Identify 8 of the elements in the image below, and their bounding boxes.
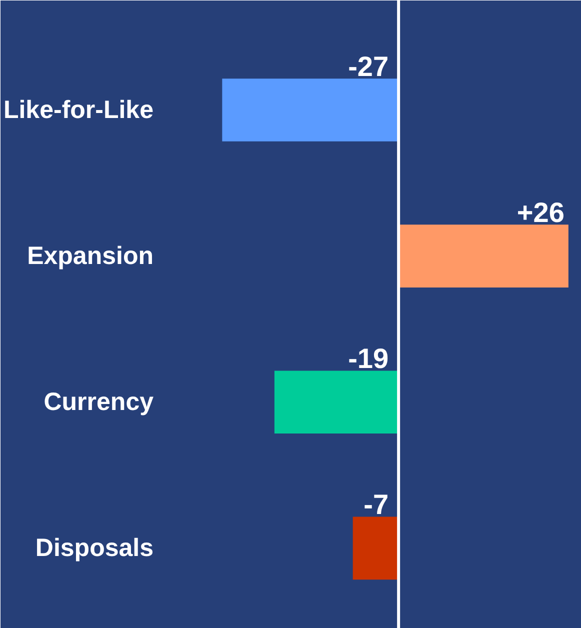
data-label: -27 <box>348 50 389 82</box>
y-tick-label: Disposals <box>35 534 154 562</box>
y-tick-label: Currency <box>44 388 154 416</box>
y-tick-label: Like-for-Like <box>3 96 154 124</box>
data-label: -19 <box>348 343 389 374</box>
data-label: -7 <box>364 489 389 520</box>
data-label: +26 <box>516 196 564 228</box>
y-tick-label: Expansion <box>27 242 154 270</box>
